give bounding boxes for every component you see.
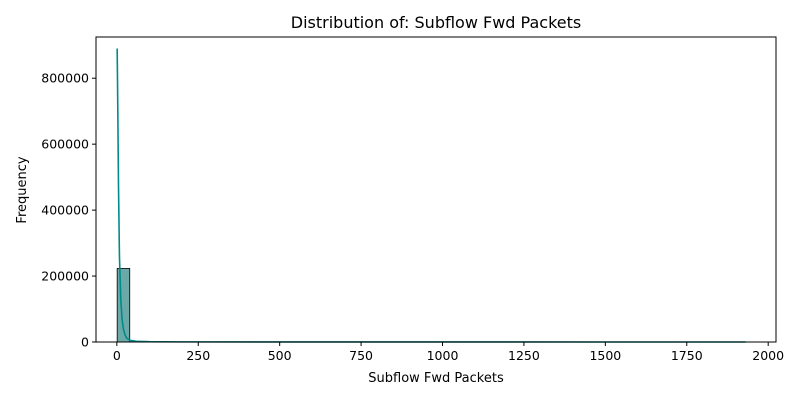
chart-title: Distribution of: Subflow Fwd Packets (291, 13, 581, 32)
kde-layer (116, 48, 746, 343)
x-tick-label-7: 1750 (671, 348, 703, 363)
plot-frame (95, 36, 777, 343)
x-tick-label-0: 0 (113, 348, 121, 363)
x-tick-label-8: 2000 (752, 348, 784, 363)
y-tick-label-4: 800000 (41, 71, 89, 86)
x-tick-label-6: 1500 (589, 348, 621, 363)
x-tick-label-4: 1000 (427, 348, 459, 363)
x-tick-label-5: 1250 (508, 348, 540, 363)
y-axis-ticks: 0 200000 400000 600000 800000 (41, 71, 96, 350)
y-tick-label-0: 0 (81, 335, 89, 350)
y-tick-label-1: 200000 (41, 269, 89, 284)
y-tick-label-3: 600000 (41, 137, 89, 152)
x-tick-label-2: 500 (268, 348, 292, 363)
x-tick-label-3: 750 (349, 348, 373, 363)
x-axis-ticks: 0 250 500 750 1000 1250 1500 1750 2000 (113, 342, 784, 363)
y-tick-label-2: 400000 (41, 203, 89, 218)
kde-curve (116, 48, 746, 343)
x-axis-label: Subflow Fwd Packets (368, 371, 504, 386)
x-tick-label-1: 250 (186, 348, 210, 363)
y-axis-label: Frequency (15, 156, 30, 223)
